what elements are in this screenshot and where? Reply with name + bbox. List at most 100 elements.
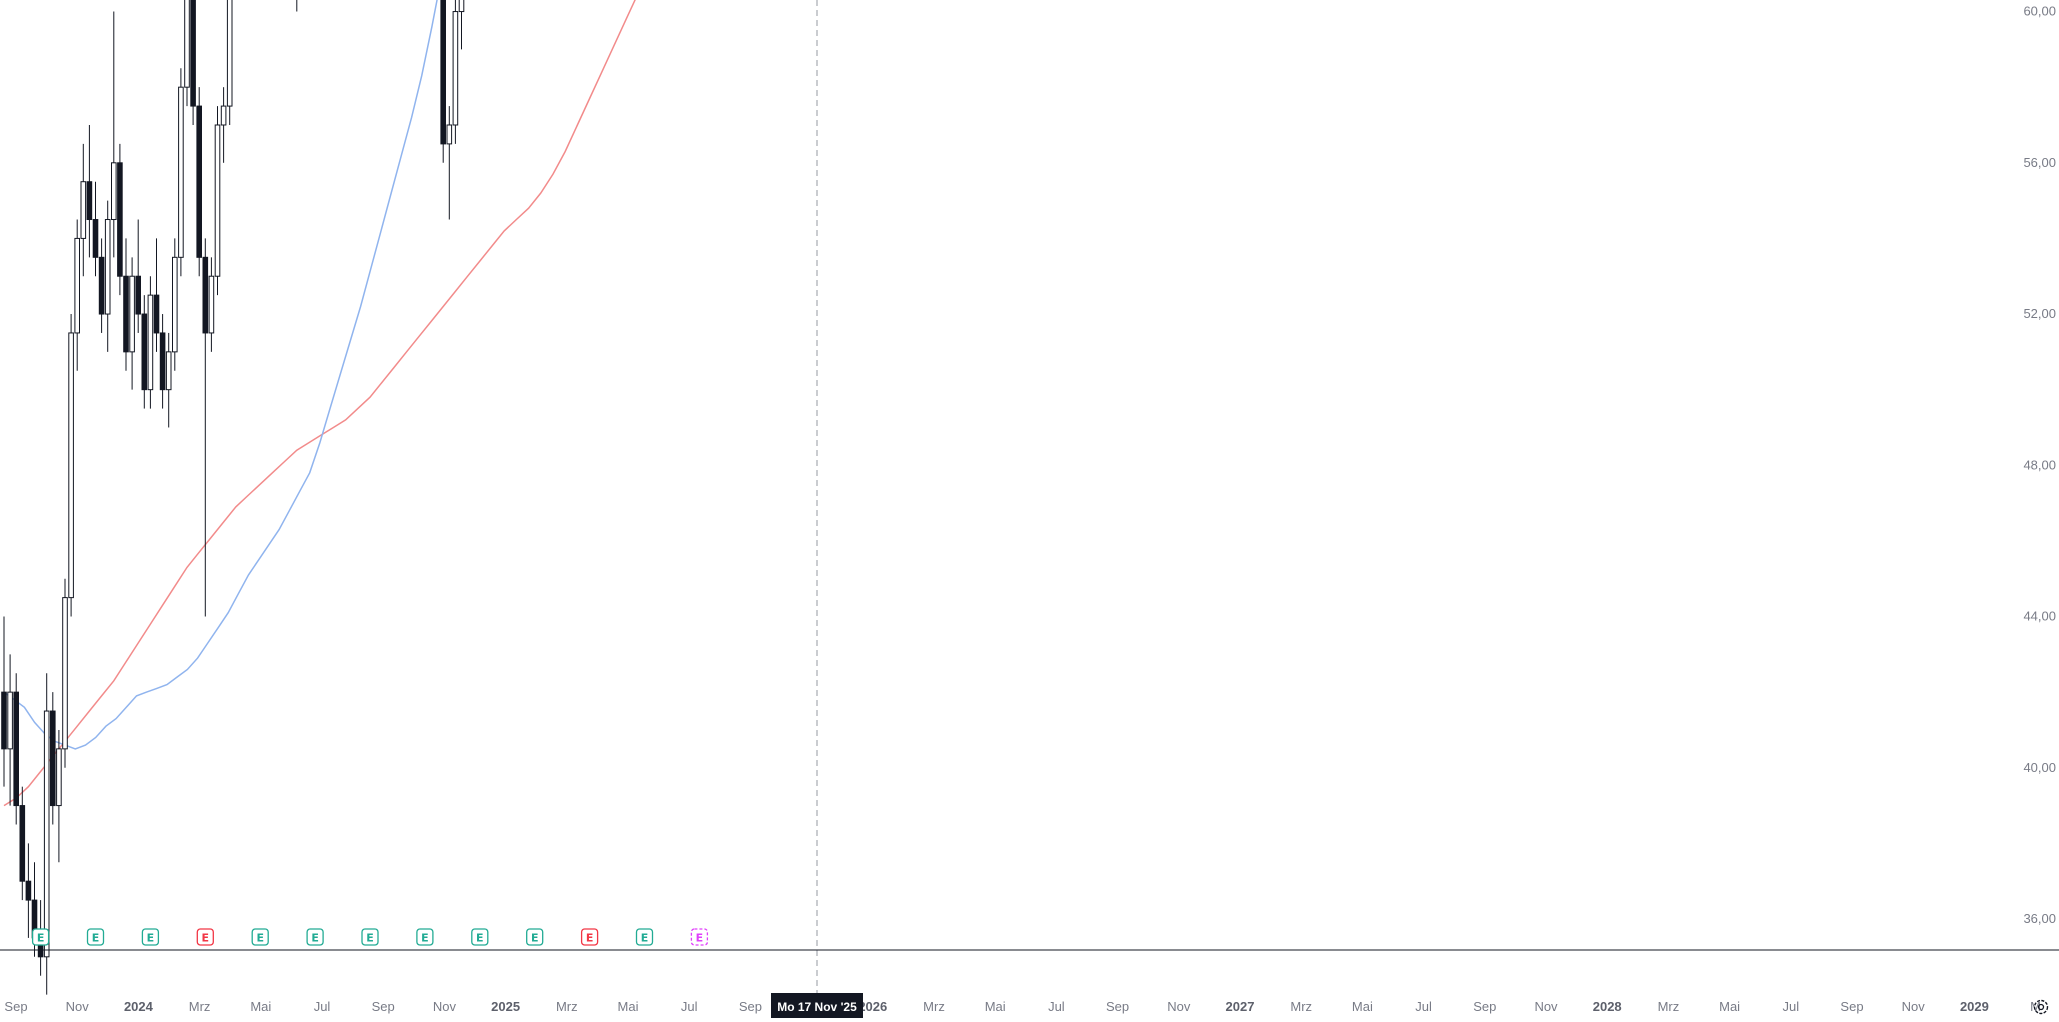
candle-body <box>190 0 196 107</box>
x-tick-label: Jul <box>1782 999 1799 1014</box>
earnings-marker-box <box>690 928 709 946</box>
candle-body <box>153 294 160 334</box>
candle-body <box>226 0 233 107</box>
earnings-marker[interactable]: E <box>361 928 379 946</box>
earnings-marker-box <box>31 928 50 946</box>
x-tick-label: Sep <box>4 999 27 1014</box>
earnings-marker-label: E <box>531 932 539 945</box>
x-tick-label: Jul <box>314 999 331 1014</box>
candle-body <box>141 313 148 391</box>
x-tick-label: Jul <box>681 999 698 1014</box>
earnings-marker[interactable]: E <box>635 928 654 946</box>
candle <box>25 843 32 938</box>
earnings-marker-label: E <box>696 932 704 945</box>
candle <box>43 673 50 995</box>
earnings-marker[interactable]: E <box>141 928 160 946</box>
earnings-marker-box <box>141 928 160 946</box>
crosshair-time-label: Mo 17 Nov '25 <box>777 1000 857 1014</box>
candle-body <box>62 597 68 750</box>
x-tick-label: 2028 <box>1593 999 1622 1014</box>
reference-lines <box>816 0 818 1015</box>
candle <box>80 143 87 277</box>
x-tick-label: Mrz <box>556 999 578 1014</box>
earnings-marker[interactable]: E <box>471 928 489 946</box>
candle-body <box>129 275 135 353</box>
candle-body <box>74 237 81 334</box>
earnings-marker-box <box>251 928 269 946</box>
y-tick-label: 56,00 <box>2023 155 2056 170</box>
candle-body <box>117 162 123 277</box>
earnings-marker-label: E <box>641 932 649 945</box>
candle <box>159 314 166 409</box>
ma-fast-line <box>3 0 438 750</box>
candle-body <box>214 124 221 277</box>
y-tick-label: 40,00 <box>2023 760 2056 775</box>
candle <box>74 219 81 371</box>
x-tick-label: Sep <box>1106 999 1129 1014</box>
x-tick-label: Nov <box>66 999 90 1014</box>
candle <box>153 238 160 352</box>
candle-body <box>111 162 117 221</box>
price-labels: Mo 17 Nov '2563,7189,1487,66100,04 <box>771 993 863 1018</box>
candle <box>19 786 26 901</box>
candle-body <box>184 0 190 88</box>
candle-body <box>1 691 7 750</box>
candle-body <box>165 351 172 391</box>
y-tick-label: 48,00 <box>2023 457 2056 472</box>
earnings-marker[interactable]: E <box>306 928 324 946</box>
candle-body <box>80 181 87 239</box>
earnings-marker-label: E <box>586 932 594 945</box>
x-tick-label: Mai <box>250 999 271 1014</box>
candle-body <box>135 275 141 315</box>
x-tick-label: Jul <box>1415 999 1432 1014</box>
earnings-marker-box <box>526 928 544 946</box>
earnings-marker-box <box>306 928 324 946</box>
x-tick-label: 2029 <box>1960 999 1989 1014</box>
earnings-marker-label: E <box>202 932 210 945</box>
candle-body <box>68 332 74 599</box>
candle <box>7 654 13 806</box>
candle-body <box>56 748 62 807</box>
candle <box>452 0 459 144</box>
candle <box>98 238 105 333</box>
candle <box>129 257 135 390</box>
earnings-marker-label: E <box>92 932 100 945</box>
earnings-marker[interactable]: E <box>690 928 709 946</box>
earnings-marker[interactable]: E <box>196 928 214 946</box>
candle <box>165 332 172 428</box>
candle <box>147 276 154 409</box>
earnings-marker[interactable]: E <box>526 928 544 946</box>
x-tick-label: Mrz <box>1290 999 1312 1014</box>
candle <box>446 106 453 220</box>
earnings-marker[interactable]: E <box>416 928 434 946</box>
candle <box>1 616 7 787</box>
x-tick-label: Jul <box>1048 999 1065 1014</box>
earnings-marker[interactable]: E <box>580 928 599 946</box>
candle-body <box>104 219 111 315</box>
candle <box>440 0 446 163</box>
earnings-marker[interactable]: E <box>31 928 50 946</box>
x-tick-label: Nov <box>1902 999 1926 1014</box>
gear-outer <box>2033 999 2049 1015</box>
candle <box>104 200 111 352</box>
earnings-marker[interactable]: E <box>86 928 105 946</box>
candle-body <box>458 0 465 13</box>
earnings-marker[interactable]: E <box>251 928 269 946</box>
x-tick-label: Sep <box>372 999 395 1014</box>
y-tick-label: 36,00 <box>2023 911 2056 926</box>
candle <box>56 729 62 863</box>
earnings-marker-label: E <box>366 932 374 945</box>
x-tick-label: 2024 <box>124 999 154 1014</box>
gear-icon[interactable] <box>2033 999 2049 1015</box>
candle-body <box>92 219 99 258</box>
candle <box>111 11 117 258</box>
candle-body <box>86 181 93 221</box>
candle-body <box>50 710 56 807</box>
earnings-marker-label: E <box>37 932 45 945</box>
candle <box>117 143 123 296</box>
candle-body <box>440 0 446 145</box>
x-tick-label: Sep <box>1840 999 1863 1014</box>
